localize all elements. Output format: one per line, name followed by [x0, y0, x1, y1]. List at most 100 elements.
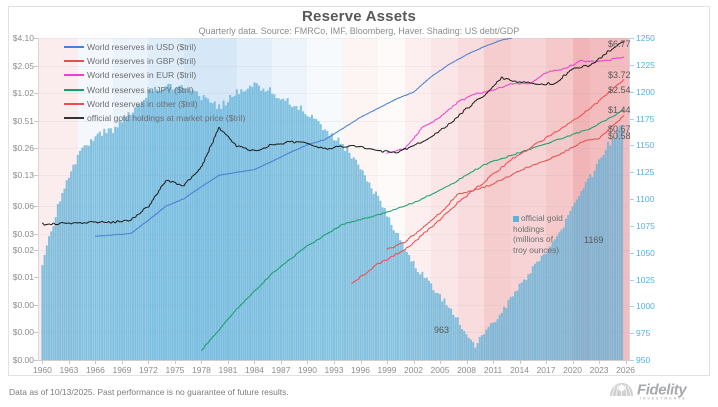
x-axis-tick	[493, 360, 495, 364]
y-axis-right-tick-label: 950	[636, 355, 651, 365]
legend-item[interactable]: World reserves in EUR ($tril)	[64, 68, 274, 82]
x-axis-tick-label: 2020	[563, 365, 583, 375]
series-lines	[41, 38, 625, 351]
y-axis-right-tick	[630, 118, 634, 120]
series-end-label: $2.54	[608, 85, 631, 95]
y-axis-left-tick	[34, 277, 38, 279]
y-axis-left-tick	[34, 120, 38, 122]
y-axis-right-tick	[630, 172, 634, 174]
y-axis-left-tick-label: $0.13	[12, 170, 34, 181]
y-axis-right-tick	[630, 333, 634, 335]
chart-legend: World reserves in USD ($tril) World reser…	[64, 40, 274, 125]
x-axis-tick-label: 2017	[536, 365, 556, 375]
plot-area	[38, 38, 630, 360]
y-axis-left-tick	[34, 93, 38, 95]
y-axis-left-tick	[34, 304, 38, 306]
y-axis-right-tick-label: 1075	[636, 220, 655, 231]
legend-item-label: World reserves in GBP ($tril)	[87, 56, 197, 67]
legend-item-label: World reserves in JPY ($tril)	[87, 84, 194, 95]
x-axis-tick-label: 1966	[85, 365, 105, 375]
x-axis-tick	[68, 360, 70, 364]
y-axis-right-tick	[630, 279, 634, 281]
y-axis-left-tick-label: $0.26	[12, 142, 34, 153]
series-line	[386, 115, 625, 250]
y-axis-right-tick-label: 1000	[636, 301, 655, 312]
series-line	[386, 56, 625, 154]
x-axis-tick	[42, 360, 44, 364]
chart-title: Reserve Assets	[302, 8, 416, 25]
y-axis-left-tick	[34, 206, 38, 208]
legend-item-label: World reserves in EUR ($tril)	[87, 70, 197, 81]
series-end-label: $0.67	[608, 124, 631, 134]
legend-item[interactable]: World reserves in other ($tril)	[64, 97, 274, 111]
gold-holdings-swatch	[513, 216, 519, 222]
x-axis-tick	[174, 360, 176, 364]
x-axis-tick-label: 2005	[430, 365, 450, 375]
y-axis-right-tick-label: 1050	[636, 247, 655, 258]
y-axis-right-tick-label: 1250	[636, 33, 655, 43]
legend-item-label: official gold holdings at market price (…	[87, 113, 246, 124]
series-line	[94, 38, 514, 237]
y-axis-right-tick	[630, 306, 634, 308]
legend-item[interactable]: official gold holdings at market price (…	[64, 111, 274, 125]
y-axis-right-tick-label: 1100	[636, 194, 655, 204]
gridline	[38, 93, 630, 95]
gold-min-label: 963	[434, 325, 450, 335]
x-axis-tick-label: 2023	[589, 365, 609, 375]
legend-color-swatch	[64, 46, 84, 49]
legend-item[interactable]: World reserves in USD ($tril)	[64, 40, 274, 54]
legend-color-swatch	[64, 116, 84, 120]
y-axis-right-tick	[630, 225, 634, 227]
x-axis-tick-label: 1984	[245, 365, 264, 375]
x-axis-tick-label: 1987	[271, 365, 291, 375]
y-axis-right-tick-label: 1225	[636, 59, 655, 70]
footer-disclaimer: Data as of 10/13/2025. Past performance …	[9, 387, 289, 397]
y-axis-left-tick-label: $2.05	[12, 60, 34, 71]
series-end-label: $0.58	[608, 131, 631, 141]
x-axis-tick-label: 1960	[32, 365, 52, 375]
gold-holdings-bars	[41, 82, 624, 360]
gold-note-line-0: official gold	[521, 213, 563, 223]
legend-item[interactable]: World reserves in JPY ($tril)	[64, 83, 274, 97]
series-end-label: $6.77	[608, 39, 631, 49]
y-axis-left-tick	[34, 233, 38, 235]
series-end-label: $3.72	[608, 70, 631, 80]
x-axis-tick	[387, 360, 388, 364]
x-axis-tick-label: 1975	[165, 365, 185, 375]
legend-color-swatch	[64, 60, 84, 63]
y-axis-right-line	[629, 38, 630, 360]
x-axis-tick-label: 2008	[457, 365, 476, 375]
gridline	[38, 65, 630, 67]
x-axis-tick	[572, 360, 574, 364]
y-axis-left-tick-label: $0.00	[12, 327, 34, 338]
x-axis-tick	[121, 360, 123, 364]
fidelity-logo: Fidelity INVESTMENTS	[607, 379, 709, 401]
y-axis-right-tick-label: 1200	[636, 86, 655, 97]
x-axis-tick-label: 1963	[59, 365, 79, 375]
y-axis-right-tick-label: 1175	[636, 113, 655, 124]
x-axis-tick-label: 1999	[377, 365, 397, 375]
y-axis-left-tick-label: $1.02	[12, 88, 34, 99]
y-axis-left-tick-label: $4.10	[12, 33, 34, 43]
x-axis-tick-label: 2002	[404, 365, 423, 375]
y-axis-left-tick	[34, 249, 38, 251]
x-axis-tick-label: 1993	[324, 365, 344, 375]
x-axis-tick	[254, 360, 256, 364]
y-axis-left-tick	[34, 332, 38, 334]
y-axis-left-tick	[34, 175, 38, 177]
svg-text:Fidelity: Fidelity	[637, 382, 687, 399]
x-axis-tick-label: 1990	[298, 365, 317, 375]
svg-text:INVESTMENTS: INVESTMENTS	[640, 397, 686, 401]
x-axis-tick	[307, 360, 309, 364]
y-axis-right-tick	[630, 360, 634, 361]
y-axis-left-tick-label: $0.06	[12, 201, 34, 212]
legend-item[interactable]: World reserves in GBP ($tril)	[64, 54, 274, 68]
x-axis-tick-label: 1996	[351, 365, 370, 375]
y-axis-right-tick-label: 975	[636, 328, 651, 339]
legend-item-label: World reserves in other ($tril)	[87, 98, 198, 109]
chart-subtitle: Quarterly data. Source: FMRCo, IMF, Bloo…	[198, 26, 520, 36]
gold-note-line-3: troy ounces)	[513, 244, 560, 255]
gold-holdings-annotation: official gold holdings (millions of troy…	[513, 213, 575, 255]
gold-note-line-2: (millions of	[513, 234, 554, 244]
